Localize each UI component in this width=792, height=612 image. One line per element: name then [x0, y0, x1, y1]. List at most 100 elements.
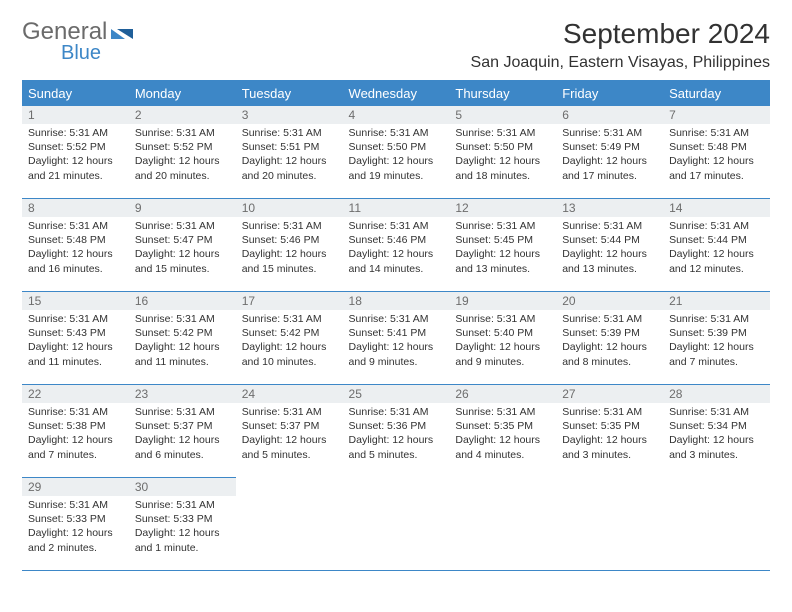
- day-number: 17: [236, 292, 343, 310]
- day-number: 29: [22, 478, 129, 496]
- sunrise-text: Sunrise: 5:31 AM: [242, 126, 337, 140]
- day-number: 26: [449, 385, 556, 403]
- sunset-text: Sunset: 5:38 PM: [28, 419, 123, 433]
- sunrise-text: Sunrise: 5:31 AM: [28, 219, 123, 233]
- sunrise-text: Sunrise: 5:31 AM: [562, 126, 657, 140]
- day-details: Sunrise: 5:31 AMSunset: 5:44 PMDaylight:…: [556, 217, 663, 280]
- day-details: Sunrise: 5:31 AMSunset: 5:42 PMDaylight:…: [236, 310, 343, 373]
- sunset-text: Sunset: 5:41 PM: [349, 326, 444, 340]
- weekday-header: Wednesday: [343, 81, 450, 106]
- daylight-text: Daylight: 12 hours and 2 minutes.: [28, 526, 123, 554]
- sunrise-text: Sunrise: 5:31 AM: [669, 312, 764, 326]
- weekday-header: Thursday: [449, 81, 556, 106]
- daylight-text: Daylight: 12 hours and 18 minutes.: [455, 154, 550, 182]
- day-details: Sunrise: 5:31 AMSunset: 5:46 PMDaylight:…: [343, 217, 450, 280]
- day-number: 25: [343, 385, 450, 403]
- calendar-week-row: 29Sunrise: 5:31 AMSunset: 5:33 PMDayligh…: [22, 478, 770, 571]
- sunrise-text: Sunrise: 5:31 AM: [135, 312, 230, 326]
- calendar-week-row: 8Sunrise: 5:31 AMSunset: 5:48 PMDaylight…: [22, 199, 770, 292]
- sunrise-text: Sunrise: 5:31 AM: [135, 498, 230, 512]
- day-details: Sunrise: 5:31 AMSunset: 5:49 PMDaylight:…: [556, 124, 663, 187]
- day-details: Sunrise: 5:31 AMSunset: 5:48 PMDaylight:…: [22, 217, 129, 280]
- weekday-header: Monday: [129, 81, 236, 106]
- day-number: 28: [663, 385, 770, 403]
- day-number: 30: [129, 478, 236, 496]
- weekday-header-row: Sunday Monday Tuesday Wednesday Thursday…: [22, 81, 770, 106]
- day-number: 20: [556, 292, 663, 310]
- sunrise-text: Sunrise: 5:31 AM: [562, 219, 657, 233]
- calendar-day-cell: 1Sunrise: 5:31 AMSunset: 5:52 PMDaylight…: [22, 106, 129, 199]
- sunrise-text: Sunrise: 5:31 AM: [455, 126, 550, 140]
- sunset-text: Sunset: 5:47 PM: [135, 233, 230, 247]
- sunset-text: Sunset: 5:44 PM: [669, 233, 764, 247]
- day-details: Sunrise: 5:31 AMSunset: 5:39 PMDaylight:…: [663, 310, 770, 373]
- day-details: Sunrise: 5:31 AMSunset: 5:38 PMDaylight:…: [22, 403, 129, 466]
- sunrise-text: Sunrise: 5:31 AM: [242, 219, 337, 233]
- weekday-header: Saturday: [663, 81, 770, 106]
- sunset-text: Sunset: 5:46 PM: [242, 233, 337, 247]
- weekday-header: Sunday: [22, 81, 129, 106]
- daylight-text: Daylight: 12 hours and 5 minutes.: [349, 433, 444, 461]
- day-details: Sunrise: 5:31 AMSunset: 5:34 PMDaylight:…: [663, 403, 770, 466]
- day-details: Sunrise: 5:31 AMSunset: 5:50 PMDaylight:…: [449, 124, 556, 187]
- sunset-text: Sunset: 5:45 PM: [455, 233, 550, 247]
- daylight-text: Daylight: 12 hours and 17 minutes.: [562, 154, 657, 182]
- sunrise-text: Sunrise: 5:31 AM: [455, 312, 550, 326]
- weekday-header: Friday: [556, 81, 663, 106]
- calendar-day-cell: 26Sunrise: 5:31 AMSunset: 5:35 PMDayligh…: [449, 385, 556, 478]
- calendar-day-cell: [663, 478, 770, 571]
- sunset-text: Sunset: 5:48 PM: [669, 140, 764, 154]
- daylight-text: Daylight: 12 hours and 1 minute.: [135, 526, 230, 554]
- calendar-day-cell: [449, 478, 556, 571]
- sunset-text: Sunset: 5:34 PM: [669, 419, 764, 433]
- day-number: 8: [22, 199, 129, 217]
- sunset-text: Sunset: 5:39 PM: [562, 326, 657, 340]
- day-details: Sunrise: 5:31 AMSunset: 5:33 PMDaylight:…: [129, 496, 236, 559]
- daylight-text: Daylight: 12 hours and 11 minutes.: [28, 340, 123, 368]
- sunset-text: Sunset: 5:43 PM: [28, 326, 123, 340]
- location-subtitle: San Joaquin, Eastern Visayas, Philippine…: [471, 54, 770, 72]
- sunset-text: Sunset: 5:35 PM: [455, 419, 550, 433]
- daylight-text: Daylight: 12 hours and 8 minutes.: [562, 340, 657, 368]
- day-details: Sunrise: 5:31 AMSunset: 5:33 PMDaylight:…: [22, 496, 129, 559]
- sunset-text: Sunset: 5:52 PM: [135, 140, 230, 154]
- sunrise-text: Sunrise: 5:31 AM: [28, 405, 123, 419]
- day-details: Sunrise: 5:31 AMSunset: 5:41 PMDaylight:…: [343, 310, 450, 373]
- daylight-text: Daylight: 12 hours and 9 minutes.: [349, 340, 444, 368]
- calendar-day-cell: 15Sunrise: 5:31 AMSunset: 5:43 PMDayligh…: [22, 292, 129, 385]
- day-number: 7: [663, 106, 770, 124]
- calendar-day-cell: 17Sunrise: 5:31 AMSunset: 5:42 PMDayligh…: [236, 292, 343, 385]
- sunrise-text: Sunrise: 5:31 AM: [349, 126, 444, 140]
- daylight-text: Daylight: 12 hours and 4 minutes.: [455, 433, 550, 461]
- sunset-text: Sunset: 5:51 PM: [242, 140, 337, 154]
- daylight-text: Daylight: 12 hours and 13 minutes.: [455, 247, 550, 275]
- sunrise-text: Sunrise: 5:31 AM: [669, 219, 764, 233]
- daylight-text: Daylight: 12 hours and 15 minutes.: [135, 247, 230, 275]
- sunrise-text: Sunrise: 5:31 AM: [669, 126, 764, 140]
- day-number: 3: [236, 106, 343, 124]
- daylight-text: Daylight: 12 hours and 3 minutes.: [562, 433, 657, 461]
- day-details: Sunrise: 5:31 AMSunset: 5:52 PMDaylight:…: [129, 124, 236, 187]
- calendar-day-cell: 5Sunrise: 5:31 AMSunset: 5:50 PMDaylight…: [449, 106, 556, 199]
- calendar-day-cell: 9Sunrise: 5:31 AMSunset: 5:47 PMDaylight…: [129, 199, 236, 292]
- day-number: 1: [22, 106, 129, 124]
- day-number: 4: [343, 106, 450, 124]
- sunset-text: Sunset: 5:50 PM: [455, 140, 550, 154]
- day-number: 2: [129, 106, 236, 124]
- day-number: 23: [129, 385, 236, 403]
- daylight-text: Daylight: 12 hours and 10 minutes.: [242, 340, 337, 368]
- sunrise-text: Sunrise: 5:31 AM: [135, 219, 230, 233]
- calendar-day-cell: 22Sunrise: 5:31 AMSunset: 5:38 PMDayligh…: [22, 385, 129, 478]
- daylight-text: Daylight: 12 hours and 16 minutes.: [28, 247, 123, 275]
- weekday-header: Tuesday: [236, 81, 343, 106]
- calendar-day-cell: 29Sunrise: 5:31 AMSunset: 5:33 PMDayligh…: [22, 478, 129, 571]
- brand-mark-icon: [111, 18, 133, 46]
- sunset-text: Sunset: 5:46 PM: [349, 233, 444, 247]
- sunrise-text: Sunrise: 5:31 AM: [562, 312, 657, 326]
- calendar-day-cell: 19Sunrise: 5:31 AMSunset: 5:40 PMDayligh…: [449, 292, 556, 385]
- calendar-day-cell: 25Sunrise: 5:31 AMSunset: 5:36 PMDayligh…: [343, 385, 450, 478]
- daylight-text: Daylight: 12 hours and 20 minutes.: [242, 154, 337, 182]
- calendar-day-cell: 6Sunrise: 5:31 AMSunset: 5:49 PMDaylight…: [556, 106, 663, 199]
- day-details: Sunrise: 5:31 AMSunset: 5:51 PMDaylight:…: [236, 124, 343, 187]
- day-number: 16: [129, 292, 236, 310]
